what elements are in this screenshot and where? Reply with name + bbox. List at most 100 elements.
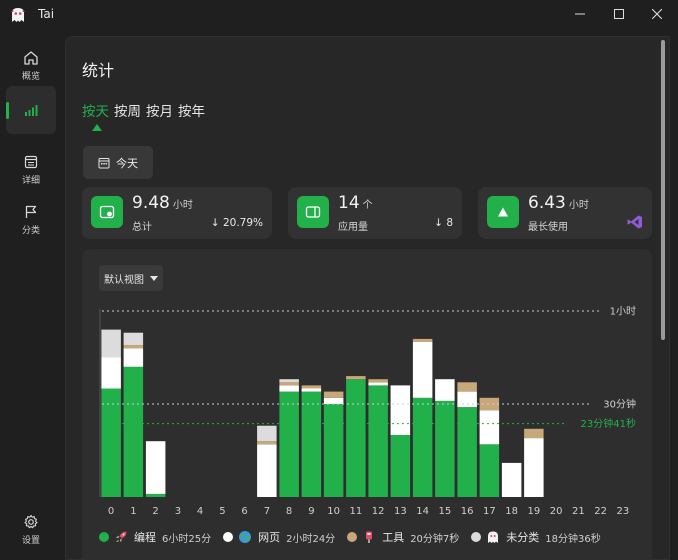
- date-picker-button[interactable]: 今天: [83, 146, 153, 179]
- tab-week[interactable]: 按周: [114, 104, 141, 120]
- view-select[interactable]: 默认视图: [99, 265, 163, 291]
- legend-item-tools[interactable]: 工具 20分钟7秒: [347, 529, 459, 545]
- home-icon: [24, 51, 38, 65]
- x-tick-label: 4: [197, 506, 203, 517]
- sidebar: 概览 详细 分类 设置: [0, 30, 62, 560]
- bar-segment: [279, 382, 299, 386]
- maximize-button[interactable]: [601, 3, 637, 25]
- maximize-icon: [614, 9, 624, 19]
- x-tick-label: 16: [461, 506, 474, 517]
- bar-segment: [323, 391, 344, 398]
- x-tick-label: 5: [219, 506, 225, 517]
- x-tick-label: 11: [350, 506, 363, 517]
- scrollbar[interactable]: [661, 40, 665, 340]
- bar-segment: [145, 441, 166, 494]
- title-bar: Tai: [0, 0, 678, 30]
- bar-segment: [301, 385, 322, 389]
- bar-chart-icon: [25, 105, 38, 116]
- page-title: 统计: [82, 61, 115, 80]
- close-button[interactable]: [639, 3, 675, 25]
- ghost-icon: [488, 531, 499, 543]
- x-tick-label: 8: [286, 506, 292, 517]
- x-tick-label: 9: [308, 506, 314, 517]
- tab-month[interactable]: 按月: [146, 104, 173, 120]
- app-logo-icon: [11, 8, 25, 22]
- apps-label: 应用量: [338, 222, 368, 233]
- tab-day[interactable]: 按天: [82, 104, 109, 120]
- app-title: Tai: [38, 7, 55, 21]
- bar-segment: [368, 382, 388, 386]
- caret-down-icon: [150, 275, 158, 281]
- longest-label: 最长使用: [528, 222, 568, 233]
- minimize-icon: [575, 13, 585, 15]
- bar-segment: [390, 385, 411, 435]
- sidebar-item-details[interactable]: 详细: [6, 146, 56, 194]
- legend-dot: [99, 532, 109, 542]
- legend-item-web[interactable]: 网页 2小时24分: [223, 529, 335, 545]
- bar-segment: [323, 397, 344, 404]
- tools-icon: [366, 531, 373, 543]
- chart-legend: 编程 6小时25分 网页 2小时24分 工具: [99, 529, 613, 545]
- bar-segment: [323, 404, 344, 497]
- x-tick-label: 1: [130, 506, 136, 517]
- stat-card-longest: 6.43 小时 最长使用: [478, 187, 652, 239]
- bar-segment: [257, 441, 277, 445]
- bar-segment: [123, 332, 144, 346]
- bar-segment: [279, 379, 299, 383]
- bar-segment: [101, 357, 121, 389]
- bar-segment: [457, 407, 477, 497]
- bar-segment: [257, 425, 277, 442]
- x-tick-label: 17: [483, 506, 496, 517]
- tab-year[interactable]: 按年: [178, 104, 205, 120]
- legend-item-uncategorized[interactable]: 未分类 18分钟36秒: [471, 529, 601, 545]
- sidebar-item-stats[interactable]: [6, 86, 56, 134]
- x-tick-label: 15: [439, 506, 452, 517]
- sidebar-item-label: 详细: [21, 176, 40, 186]
- bar-segment: [123, 348, 144, 367]
- legend-item-coding[interactable]: 编程 6小时25分: [99, 529, 211, 545]
- bar-segment: [479, 410, 500, 445]
- total-label: 总计: [132, 222, 152, 233]
- view-select-value: 默认视图: [104, 274, 144, 286]
- x-tick-label: 18: [505, 506, 518, 517]
- bar-segment: [435, 400, 455, 497]
- legend-label: 工具: [382, 531, 405, 544]
- reference-line-label: 1小时: [610, 306, 636, 318]
- total-unit: 小时: [172, 200, 193, 211]
- x-tick-label: 6: [241, 506, 247, 517]
- legend-label: 网页: [258, 531, 281, 544]
- x-tick-label: 20: [550, 506, 563, 517]
- reference-line-label: 23分钟41秒: [581, 417, 636, 430]
- x-tick-label: 14: [416, 506, 429, 517]
- gear-icon: [24, 514, 38, 529]
- x-tick-label: 3: [175, 506, 181, 517]
- x-tick-label: 0: [108, 506, 114, 517]
- bar-segment: [524, 438, 544, 497]
- bar-segment: [368, 385, 388, 497]
- period-tabs: 按天 按周 按月 按年: [82, 100, 205, 120]
- visual-studio-icon: [627, 215, 642, 229]
- bar-segment: [412, 342, 433, 398]
- x-tick-label: 10: [327, 506, 340, 517]
- close-icon: [652, 9, 662, 19]
- usage-chart: 0 1 2 3 4 5 6 7 8 9 10 11 12 13 14 15 16 17 18 19 20 21 22 231小…: [99, 306, 636, 517]
- sidebar-item-category[interactable]: 分类: [6, 196, 56, 244]
- globe-icon: [239, 531, 252, 543]
- bar-segment: [368, 379, 388, 383]
- apps-unit: 个: [362, 200, 373, 211]
- bar-segment: [279, 385, 299, 392]
- bar-segment: [501, 462, 522, 497]
- minimize-button[interactable]: [562, 3, 598, 25]
- sidebar-item-overview[interactable]: 概览: [6, 42, 56, 90]
- chart-panel: 默认视图 0 1 2 3 4 5 6 7 8 9 10 11 12 13 14 15 16 17 18 19 20 21 2…: [82, 249, 652, 559]
- bar-segment: [123, 366, 144, 497]
- rocket-icon: [116, 531, 127, 542]
- total-delta: 20.79%: [222, 217, 263, 229]
- triangle-up-icon: [487, 196, 519, 228]
- arrow-down-icon: ↓: [434, 217, 443, 229]
- x-tick-label: 2: [152, 506, 158, 517]
- sidebar-item-settings[interactable]: 设置: [6, 506, 56, 554]
- calendar-icon: [98, 157, 110, 168]
- x-tick-label: 7: [264, 506, 270, 517]
- bar-segment: [123, 345, 144, 349]
